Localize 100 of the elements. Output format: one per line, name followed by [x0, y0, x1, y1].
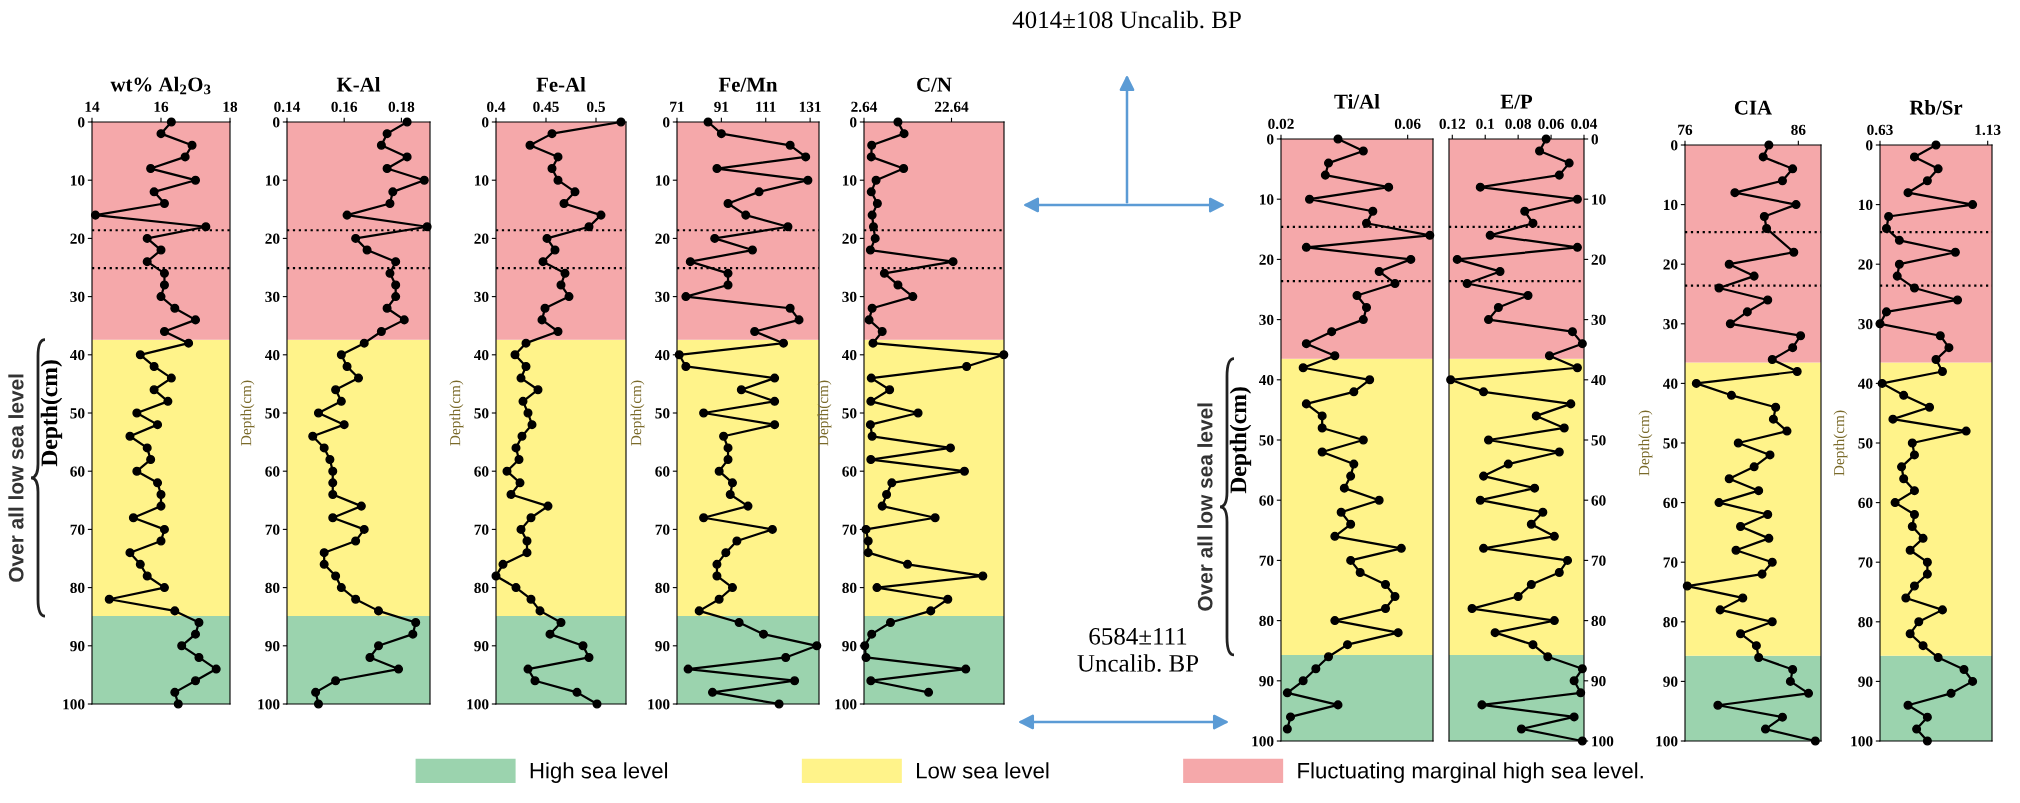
y-tick-label: 40 — [654, 349, 670, 361]
x-tick-label: 0.5 — [587, 101, 605, 113]
y-tick-label: 70 — [474, 524, 489, 535]
y-tick-label: 20 — [1259, 254, 1274, 265]
x-tick-label: 1.13 — [1975, 124, 2001, 136]
y-tick-label: 20 — [1663, 259, 1678, 270]
y-axis-title: Depth(cm) — [1638, 410, 1653, 476]
y-tick-label: 100 — [63, 699, 85, 710]
y-tick-label: 50 — [655, 408, 670, 419]
y-tick-label: 80 — [474, 582, 489, 594]
x-tick-label: 76 — [1678, 124, 1693, 135]
y-tick-label: 0 — [850, 117, 857, 128]
y-tick-label: 40 — [841, 349, 857, 361]
y-tick-label: 90 — [1663, 676, 1678, 687]
chart-title: Fe/Mn — [718, 77, 778, 92]
y-tick-label: 40 — [1662, 378, 1678, 389]
y-tick-label: 50 — [265, 408, 280, 419]
chart-title: C/N — [917, 77, 952, 92]
chart-title: wt% Al$_{2}$O$_{3}$ — [110, 76, 211, 95]
y-tick-label: 40 — [1857, 378, 1873, 389]
y-tick-label: 80 — [70, 582, 85, 594]
x-tick-label: 0.06 — [1394, 118, 1421, 130]
y-tick-label: 0 — [482, 117, 489, 128]
text: 6584±111 Uncalib. BP — [1077, 627, 1199, 672]
y-tick-label: 20 — [474, 233, 489, 244]
y-tick-label: 0 — [1591, 134, 1598, 145]
x-tick-label: 16 — [154, 101, 169, 112]
y-axis-title: Depth(cm) — [817, 380, 832, 446]
x-tick-label: 0.04 — [1571, 118, 1598, 130]
y-tick-label: 100 — [467, 699, 489, 710]
y-tick-label: 50 — [70, 408, 85, 419]
y-tick-label: 100 — [835, 699, 857, 710]
y-tick-label: 30 — [70, 291, 85, 303]
y-tick-label: 80 — [265, 582, 280, 594]
y-tick-label: 0 — [1671, 140, 1678, 151]
y-tick-label: 20 — [1591, 254, 1606, 265]
y-tick-label: 100 — [258, 699, 280, 710]
y-tick-label: 60 — [842, 466, 857, 477]
y-tick-label: 100 — [1592, 736, 1614, 747]
y-tick-label: 30 — [655, 291, 670, 303]
y-tick-label: 0 — [663, 117, 670, 128]
y-tick-label: 90 — [474, 640, 489, 652]
y-axis-title: Depth(cm) — [40, 360, 63, 467]
y-tick-label: 70 — [1663, 557, 1678, 568]
y-tick-label: 50 — [1259, 435, 1274, 446]
x-tick-label: 0.08 — [1505, 118, 1532, 130]
y-tick-label: 50 — [1663, 438, 1678, 449]
y-tick-label: 40 — [1258, 374, 1274, 386]
x-tick-label: 18 — [223, 101, 238, 112]
y-tick-label: 80 — [1663, 616, 1678, 628]
y-tick-label: 10 — [843, 175, 857, 186]
y-tick-label: 40 — [1591, 374, 1606, 386]
x-tick-label: 131 — [799, 101, 821, 112]
x-tick-label: 0.02 — [1268, 118, 1294, 130]
x-tick-label: 22.64 — [934, 101, 969, 113]
y-tick-label: 100 — [1252, 736, 1274, 747]
y-tick-label: 30 — [265, 291, 280, 303]
legend-label: Low sea level — [917, 762, 1049, 779]
y-tick-label: 0 — [273, 117, 280, 128]
y-tick-label: 60 — [1591, 495, 1606, 506]
legend-label: Fluctuating marginal high sea level. — [1298, 762, 1643, 783]
y-tick-label: 20 — [1858, 259, 1873, 270]
text: Over all low sea level — [8, 374, 24, 582]
x-tick-label: 71 — [670, 101, 684, 112]
y-tick-label: 20 — [70, 233, 85, 244]
y-tick-label: 90 — [1858, 676, 1873, 687]
chart-title: E/P — [1500, 94, 1533, 109]
y-tick-label: 30 — [1858, 318, 1873, 330]
y-tick-label: 90 — [1259, 675, 1274, 687]
x-tick-label: 91 — [714, 101, 729, 112]
y-tick-label: 10 — [1592, 194, 1606, 205]
y-tick-label: 90 — [655, 640, 670, 652]
x-tick-label: 0.16 — [331, 101, 358, 113]
y-tick-label: 50 — [474, 408, 489, 419]
y-tick-label: 60 — [655, 466, 670, 477]
x-tick-label: 14 — [85, 101, 100, 112]
y-tick-label: 60 — [1858, 497, 1873, 509]
y-tick-label: 70 — [70, 524, 85, 535]
x-tick-label: 0.18 — [388, 101, 415, 113]
y-tick-label: 80 — [1591, 615, 1606, 627]
y-tick-label: 0 — [1866, 140, 1873, 151]
y-axis-title: Depth(cm) — [449, 380, 464, 446]
x-tick-label: 2.64 — [851, 101, 878, 113]
chart-title: Rb/Sr — [1909, 99, 1963, 115]
y-tick-label: 10 — [71, 175, 85, 186]
y-tick-label: 30 — [1591, 314, 1606, 326]
y-tick-label: 70 — [1259, 555, 1274, 566]
y-tick-label: 40 — [473, 349, 489, 361]
y-axis-title: Depth(cm) — [630, 380, 645, 446]
y-tick-label: 30 — [474, 291, 489, 303]
y-tick-label: 80 — [655, 582, 670, 594]
x-tick-label: 0.1 — [1476, 118, 1494, 130]
y-tick-label: 80 — [1259, 615, 1274, 627]
y-tick-label: 30 — [1259, 314, 1274, 326]
y-tick-label: 100 — [1851, 736, 1873, 747]
y-tick-label: 70 — [842, 524, 857, 535]
y-tick-label: 10 — [1260, 194, 1274, 205]
y-tick-label: 60 — [1259, 495, 1274, 506]
chart-title: Ti/Al — [1334, 93, 1380, 109]
y-tick-label: 100 — [648, 699, 670, 710]
